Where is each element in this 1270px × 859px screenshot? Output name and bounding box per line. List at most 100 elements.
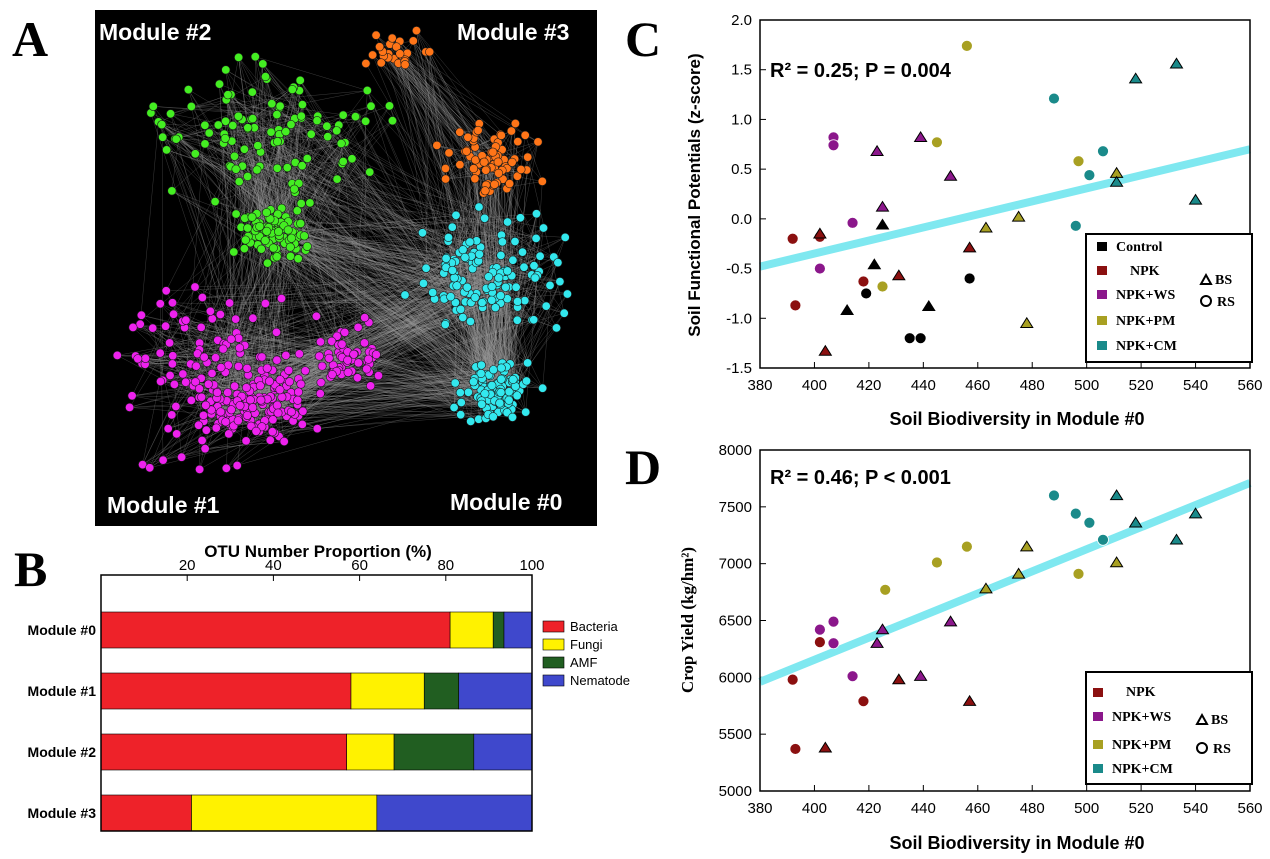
data-point-triangle	[1109, 175, 1124, 187]
network-node	[469, 164, 479, 174]
network-background	[95, 10, 597, 526]
network-node	[428, 287, 438, 297]
network-node	[562, 289, 572, 299]
network-node	[455, 388, 465, 398]
network-node	[447, 265, 457, 275]
data-point-triangle	[1011, 210, 1026, 222]
network-node	[234, 177, 244, 187]
network-node	[451, 210, 461, 220]
network-node	[231, 164, 241, 174]
network-node	[447, 222, 457, 232]
network-node	[260, 298, 270, 308]
network-node	[267, 99, 277, 109]
network-node	[312, 116, 322, 126]
network-node	[216, 407, 226, 417]
data-point-triangle	[870, 144, 884, 156]
x-tick-label: 540	[1183, 377, 1208, 394]
legend-d-npkpm-swatch	[1093, 740, 1103, 749]
y-tick-label: 1.5	[731, 62, 752, 79]
network-node	[507, 157, 517, 167]
y-tick-label: 0.0	[731, 211, 752, 228]
network-node	[294, 349, 304, 359]
chart-c-legend: Control NPK NPK+WS NPK+PM NPK+CM BS RS	[1085, 233, 1253, 363]
network-node	[517, 247, 527, 257]
x-tick-label: 460	[965, 800, 990, 817]
legend-d-npk-swatch	[1093, 688, 1103, 697]
legend-b-label: Nematode	[570, 673, 630, 688]
data-point-circle	[876, 280, 889, 293]
network-node	[408, 36, 418, 46]
network-node	[455, 127, 465, 137]
network-node	[286, 407, 296, 417]
network-node	[205, 306, 215, 316]
network-node	[480, 186, 490, 196]
network-node	[488, 147, 498, 157]
network-node	[287, 233, 297, 243]
network-node	[296, 379, 306, 389]
network-node	[211, 353, 221, 363]
x-tick-label: 400	[802, 800, 827, 817]
stacked-bar-chart: OTU Number Proportion (%) 20 40 60 80 100 Mo…	[28, 542, 630, 832]
network-node	[496, 250, 506, 260]
legend-c-rs: RS	[1217, 295, 1235, 310]
network-node	[455, 160, 465, 170]
network-node	[537, 176, 547, 186]
bar-segment	[100, 733, 347, 771]
network-node	[501, 282, 511, 292]
data-point-triangle	[818, 344, 833, 356]
network-node	[268, 243, 278, 253]
chart-c-ylabel: Soil Functional Potentials (z-score)	[685, 53, 704, 336]
legend-c-control-swatch	[1097, 242, 1107, 251]
data-point-triangle	[1109, 489, 1124, 501]
network-node	[243, 223, 253, 233]
bar-segment	[100, 794, 192, 832]
network-node	[260, 236, 270, 246]
network-node	[502, 266, 512, 276]
bar-segment	[350, 672, 425, 710]
network-node	[487, 295, 497, 305]
network-node	[177, 452, 187, 462]
scatter-chart-d: 380 400 420 440 460 480 500 520 540 560 5000 5500 60…	[680, 442, 1263, 853]
module-label-0: Module #0	[450, 489, 562, 515]
network-node	[306, 129, 316, 139]
network-node	[247, 212, 257, 222]
data-point-triangle	[1109, 556, 1124, 568]
network-node	[169, 309, 179, 319]
network-node	[488, 365, 498, 375]
network-node	[417, 228, 427, 238]
network-node	[465, 316, 475, 326]
network-node	[494, 273, 504, 283]
data-point-triangle	[962, 694, 977, 706]
network-node	[265, 376, 275, 386]
network-node	[183, 85, 193, 95]
data-point-triangle	[840, 303, 855, 316]
network-node	[444, 148, 454, 158]
network-node	[332, 174, 342, 184]
data-point-triangle	[1019, 540, 1034, 552]
data-point-circle	[846, 216, 859, 229]
network-node	[242, 363, 252, 373]
chart-c-legend-box	[1085, 233, 1253, 363]
y-tick-label: 5000	[719, 783, 752, 800]
y-tick-label: 2.0	[731, 12, 752, 29]
bar-segment	[423, 672, 460, 710]
legend-c-triangle-icon	[1199, 272, 1213, 285]
x-tick-label: 460	[965, 377, 990, 394]
data-point-circle	[813, 623, 826, 636]
data-point-triangle	[875, 200, 890, 212]
network-node	[286, 120, 296, 130]
network-node	[234, 361, 244, 371]
data-point-circle	[860, 287, 873, 300]
network-node	[201, 400, 211, 410]
network-node	[302, 154, 312, 164]
chart-b-categories: Module #0 Module #1 Module #2 Module #3	[28, 622, 97, 821]
category-label: Module #1	[28, 683, 97, 699]
bar-segment	[473, 733, 533, 771]
network-node	[443, 233, 453, 243]
legend-d-npkcm-swatch	[1093, 764, 1103, 773]
legend-b-label: Fungi	[570, 637, 603, 652]
network-node	[194, 384, 204, 394]
network-node	[477, 399, 487, 409]
network-node	[510, 237, 520, 247]
data-point-circle	[789, 743, 802, 755]
